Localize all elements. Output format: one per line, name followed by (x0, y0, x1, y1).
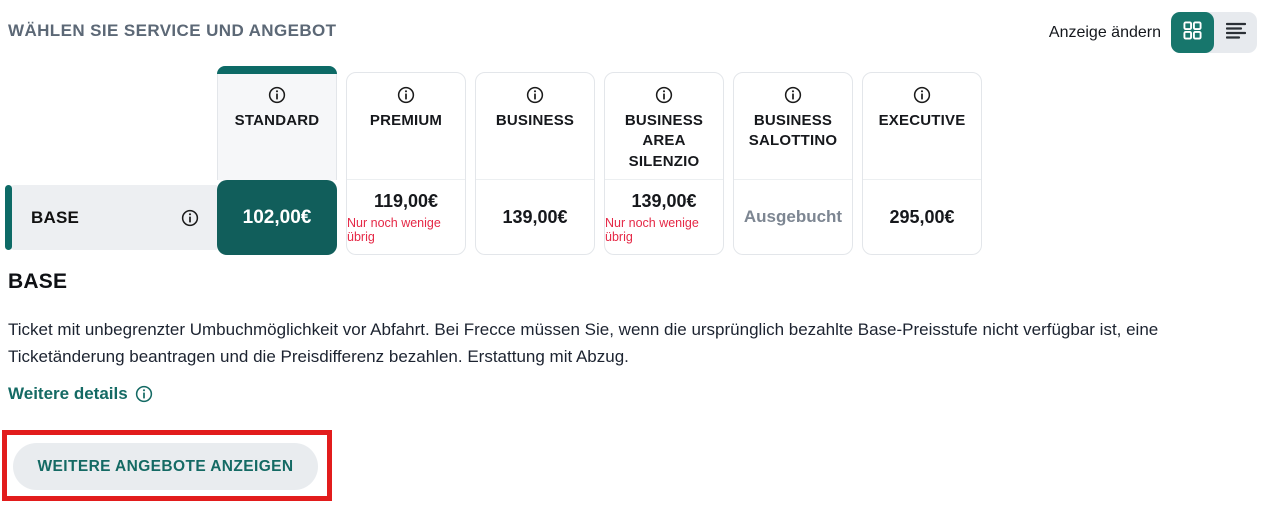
info-icon[interactable] (526, 86, 544, 104)
show-more-offers-button[interactable]: WEITERE ANGEBOTE ANZEIGEN (13, 443, 318, 490)
fare-description: Ticket mit unbegrenzter Umbuchmöglichkei… (8, 320, 1159, 367)
grid-view-button[interactable] (1171, 12, 1214, 53)
fare-details-heading: BASE (8, 270, 68, 293)
availability-note: Nur noch wenige übrig (605, 215, 699, 244)
info-icon[interactable] (913, 86, 931, 104)
info-icon[interactable] (268, 86, 286, 104)
column-executive: EXECUTIVE 295,00€ (862, 72, 982, 255)
page-title: WÄHLEN SIE SERVICE UND ANGEBOT (8, 21, 337, 40)
soldout-label: Ausgebucht (743, 207, 843, 226)
price-cell-business-salottino: Ausgebucht (734, 179, 852, 254)
price-cell-premium[interactable]: 119,00€ Nur noch wenige übrig (347, 179, 465, 254)
column-label: EXECUTIVE (878, 112, 966, 129)
fare-row-base[interactable]: BASE (5, 185, 217, 250)
list-view-icon (1225, 20, 1246, 45)
view-switch-label: Anzeige ändern (1048, 24, 1161, 41)
info-icon[interactable] (397, 86, 415, 104)
info-icon[interactable] (784, 86, 802, 104)
fare-row-label: BASE (31, 207, 80, 227)
column-header-standard[interactable]: STANDARD (217, 74, 337, 180)
more-details-label: Weitere details (8, 384, 128, 403)
row-accent-bar (5, 185, 12, 250)
column-standard: STANDARD 102,00€ (217, 66, 337, 255)
column-business-area-silenzio: BUSINESS AREA SILENZIO 139,00€ Nur noch … (604, 72, 724, 255)
more-details-link[interactable]: Weitere details (8, 384, 153, 404)
info-icon[interactable] (135, 385, 153, 403)
price-cell-standard-selected[interactable]: 102,00€ (217, 180, 337, 255)
price-value: 139,00€ (502, 206, 568, 227)
info-icon[interactable] (181, 209, 199, 227)
price-value: 119,00€ (373, 190, 439, 211)
availability-note: Nur noch wenige übrig (347, 215, 441, 244)
annotation-highlight-rect (2, 430, 332, 501)
column-label: PREMIUM (369, 112, 443, 129)
column-header-premium[interactable]: PREMIUM (347, 73, 465, 179)
price-cell-business[interactable]: 139,00€ (476, 179, 594, 254)
info-icon[interactable] (655, 86, 673, 104)
column-header-business-area-silenzio[interactable]: BUSINESS AREA SILENZIO (605, 73, 723, 179)
view-toggle (1171, 12, 1257, 53)
column-header-executive[interactable]: EXECUTIVE (863, 73, 981, 179)
list-view-button[interactable] (1214, 12, 1257, 53)
column-label: BUSINESS SALOTTINO (748, 112, 838, 150)
price-value: 295,00€ (889, 206, 955, 227)
price-cell-business-area-silenzio[interactable]: 139,00€ Nur noch wenige übrig (605, 179, 723, 254)
price-cell-executive[interactable]: 295,00€ (863, 179, 981, 254)
grid-view-icon (1183, 20, 1202, 45)
selected-column-indicator (217, 66, 337, 74)
column-business: BUSINESS 139,00€ (475, 72, 595, 255)
column-label: BUSINESS (495, 112, 575, 129)
price-value: 102,00€ (242, 206, 312, 228)
price-value: 139,00€ (631, 190, 697, 211)
column-header-business[interactable]: BUSINESS (476, 73, 594, 179)
column-label: BUSINESS AREA SILENZIO (624, 112, 704, 170)
column-business-salottino: BUSINESS SALOTTINO Ausgebucht (733, 72, 853, 255)
column-header-business-salottino[interactable]: BUSINESS SALOTTINO (734, 73, 852, 179)
column-label: STANDARD (234, 112, 320, 129)
column-premium: PREMIUM 119,00€ Nur noch wenige übrig (346, 72, 466, 255)
